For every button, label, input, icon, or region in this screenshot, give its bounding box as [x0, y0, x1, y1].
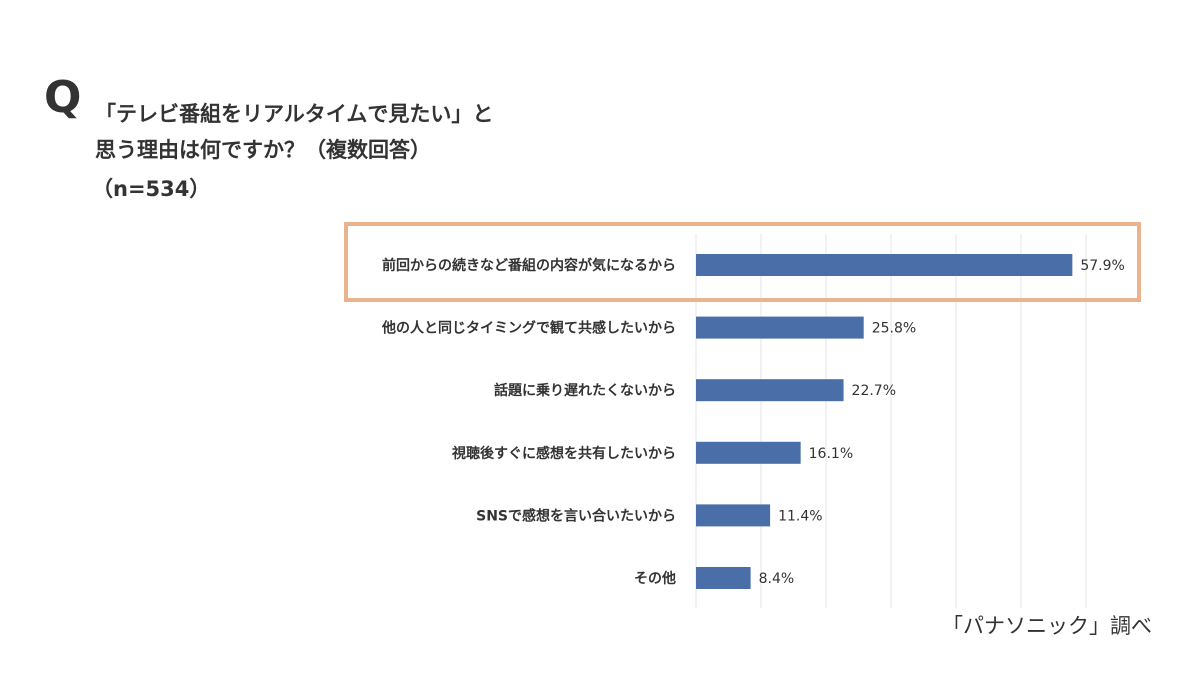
highlight-box [344, 222, 1141, 302]
bar [696, 504, 771, 527]
bar [696, 441, 801, 464]
category-label: 前回からの続きなど番組の内容が気になるから [382, 257, 676, 274]
source-note: 「パナソニック」調べ [942, 614, 1152, 638]
bar [696, 316, 864, 339]
question-mark: Q [44, 72, 82, 123]
value-label: 25.8% [872, 321, 916, 337]
value-label: 16.1% [809, 446, 853, 462]
bar [696, 254, 1073, 276]
question-text: 「テレビ番組をリアルタイムで見たい」と 思う理由は何ですか？（複数回答） [95, 96, 493, 168]
grid-lines [695, 234, 1087, 608]
value-label: 8.4% [759, 571, 795, 587]
question-line-2: 思う理由は何ですか？（複数回答） [95, 138, 431, 162]
value-labels: 57.9% 25.8% 22.7% 16.1% 11.4% 8.4% [759, 258, 1125, 587]
bar [696, 379, 844, 402]
value-label: 22.7% [852, 383, 896, 399]
value-label: 57.9% [1080, 258, 1124, 274]
value-label: 11.4% [778, 508, 822, 524]
bar [696, 567, 751, 589]
category-label: SNSで感想を言い合いたいから [476, 507, 676, 524]
category-label: その他 [634, 570, 676, 587]
category-label: 話題に乗り遅れたくないから [494, 382, 676, 399]
question-line-1: 「テレビ番組をリアルタイムで見たい」と [95, 102, 494, 126]
bars [696, 254, 1073, 589]
category-label: 視聴後すぐに感想を共有したいから [451, 445, 676, 462]
category-labels: 前回からの続きなど番組の内容が気になるから他の人と同じタイミングで観て共感したい… [381, 257, 676, 587]
category-label: 他の人と同じタイミングで観て共感したいから [381, 320, 676, 337]
sample-size: （n=534） [92, 177, 211, 201]
